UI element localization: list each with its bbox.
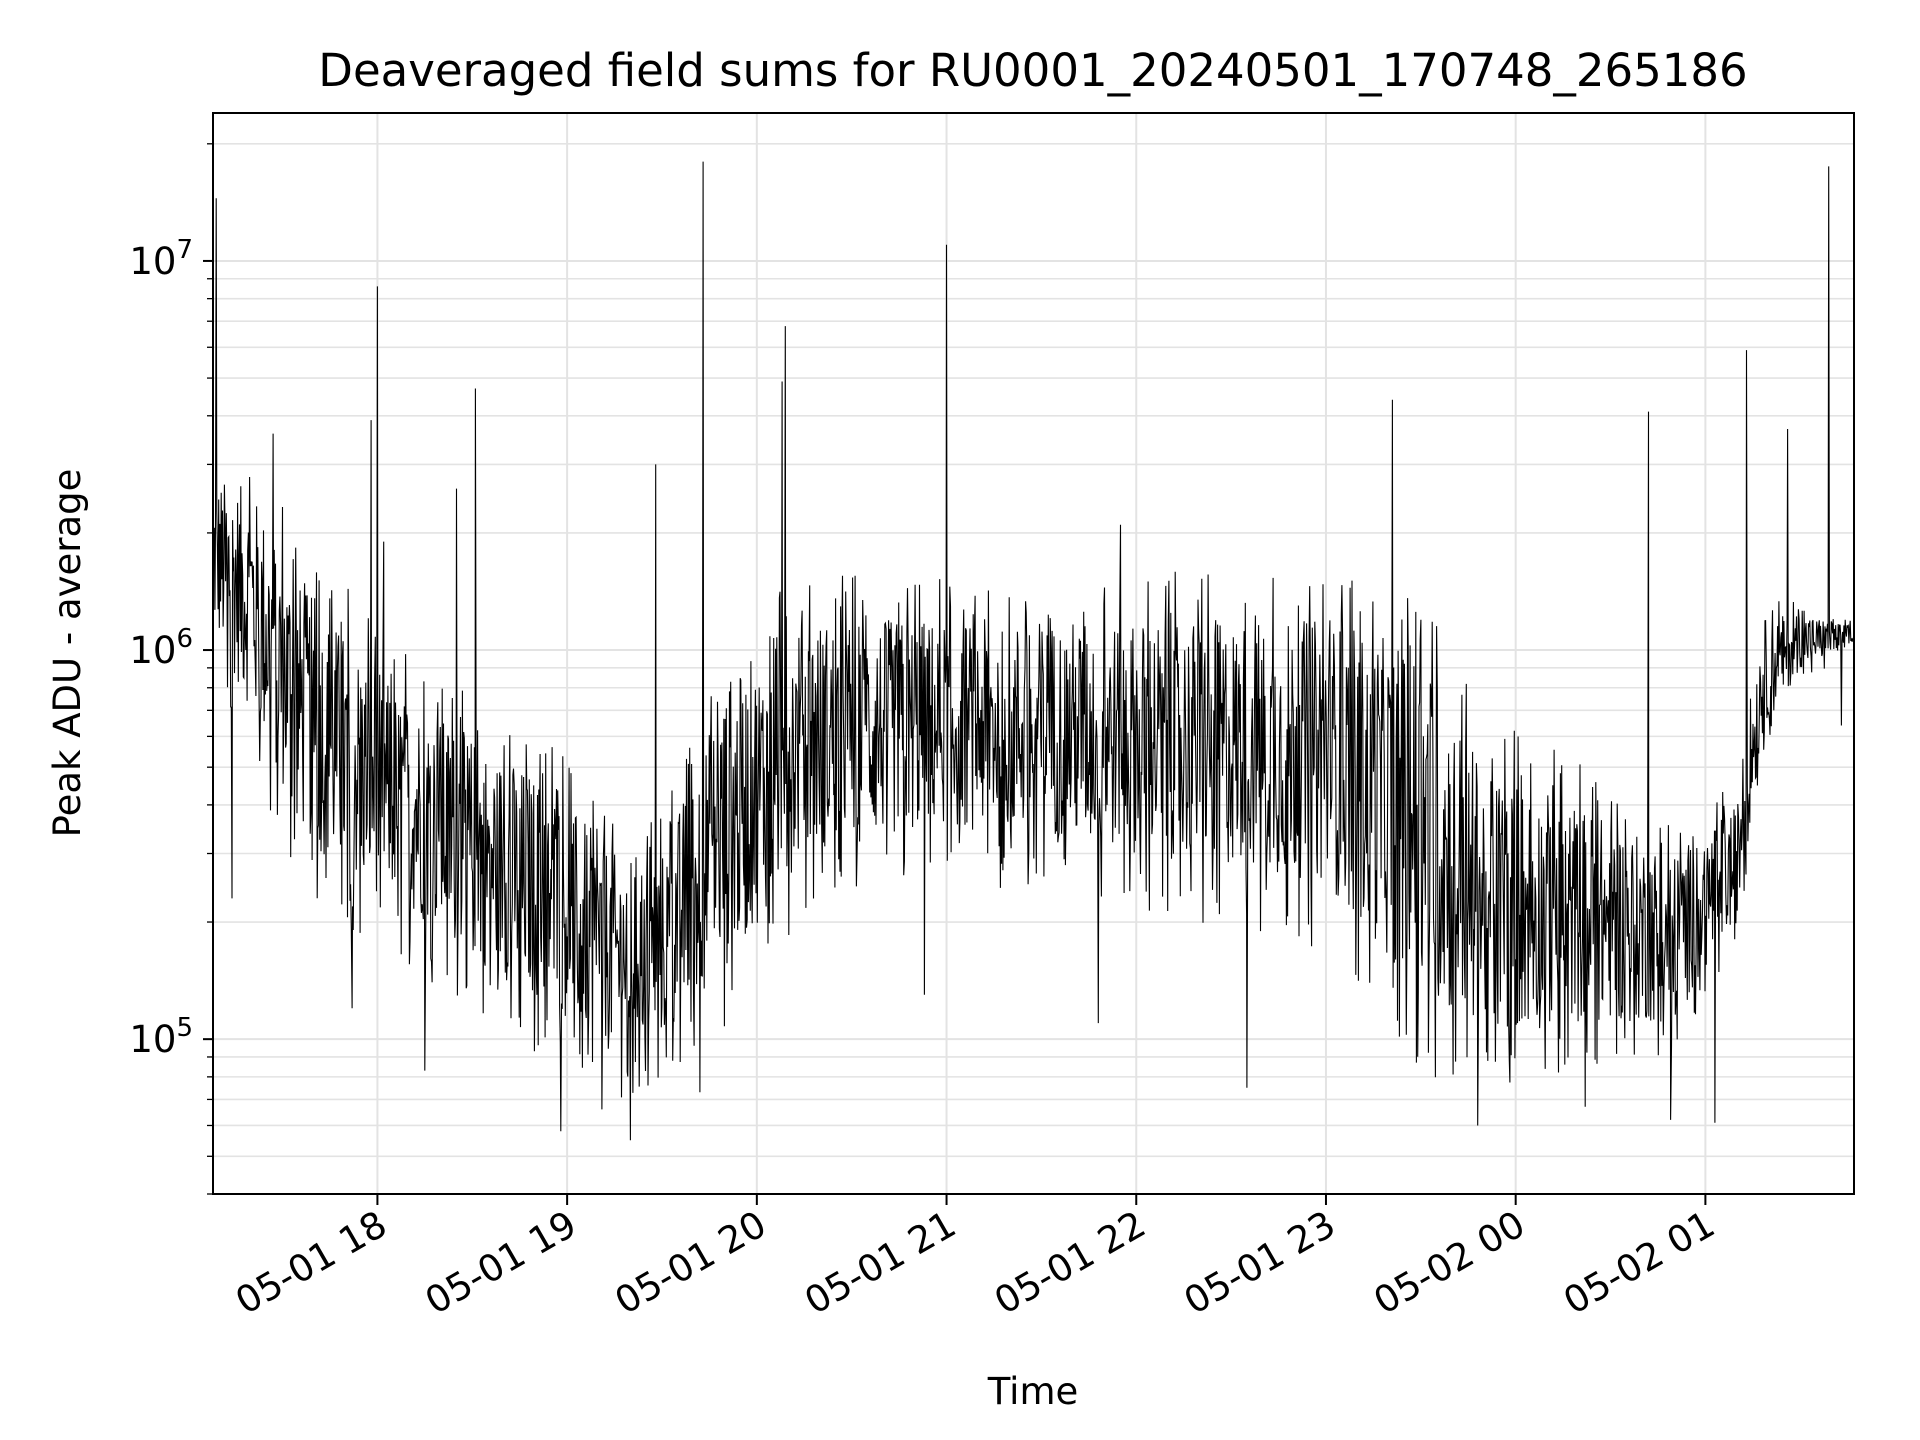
series-line [212,161,1855,1141]
y-tick-label: 107 [129,235,193,283]
y-tick-label-exponent: 6 [176,624,193,654]
y-tick-label-base: 10 [129,629,176,672]
y-tick-label-exponent: 5 [176,1013,193,1043]
chart-title: Deaveraged field sums for RU0001_2024050… [318,44,1747,97]
y-axis-label: Peak ADU - average [46,469,89,838]
series [212,161,1855,1141]
y-tick-label: 105 [129,1013,193,1061]
y-tick-label: 106 [129,624,193,672]
y-tick-label-base: 10 [129,1018,176,1061]
y-tick-label-base: 10 [129,240,176,283]
y-tick-label-exponent: 7 [176,235,193,265]
plot-frame [212,112,1855,1195]
x-axis-label: Time [987,1370,1079,1413]
